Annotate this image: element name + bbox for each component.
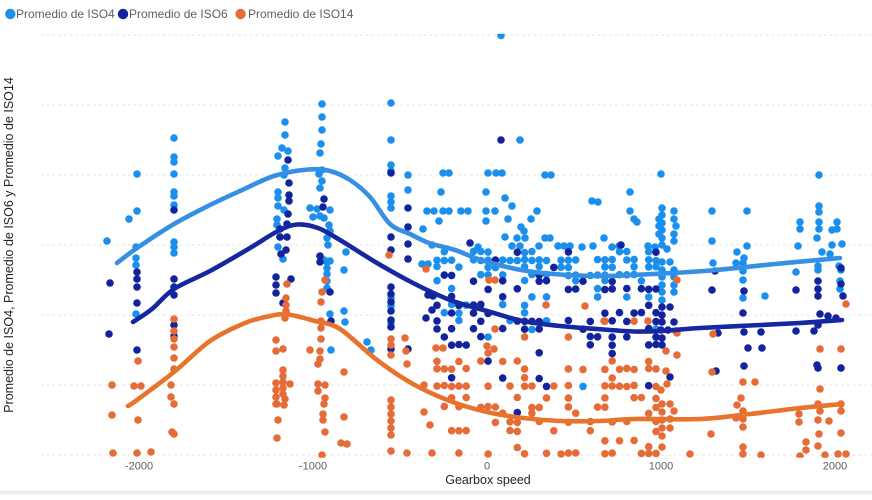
svg-text:Promedio de ISO4, Promedio de: Promedio de ISO4, Promedio de ISO6 y Pro…	[2, 77, 16, 413]
svg-text:Gearbox speed: Gearbox speed	[445, 473, 531, 487]
svg-text:1000: 1000	[649, 461, 673, 473]
svg-text:Promedio de ISO14: Promedio de ISO14	[248, 7, 354, 21]
svg-text:Promedio de ISO6: Promedio de ISO6	[129, 7, 228, 21]
svg-text:2000: 2000	[823, 461, 847, 473]
svg-text:-2000: -2000	[125, 461, 153, 473]
svg-text:Promedio de ISO4: Promedio de ISO4	[16, 7, 115, 21]
svg-text:0: 0	[484, 461, 490, 473]
svg-text:-1000: -1000	[299, 461, 327, 473]
